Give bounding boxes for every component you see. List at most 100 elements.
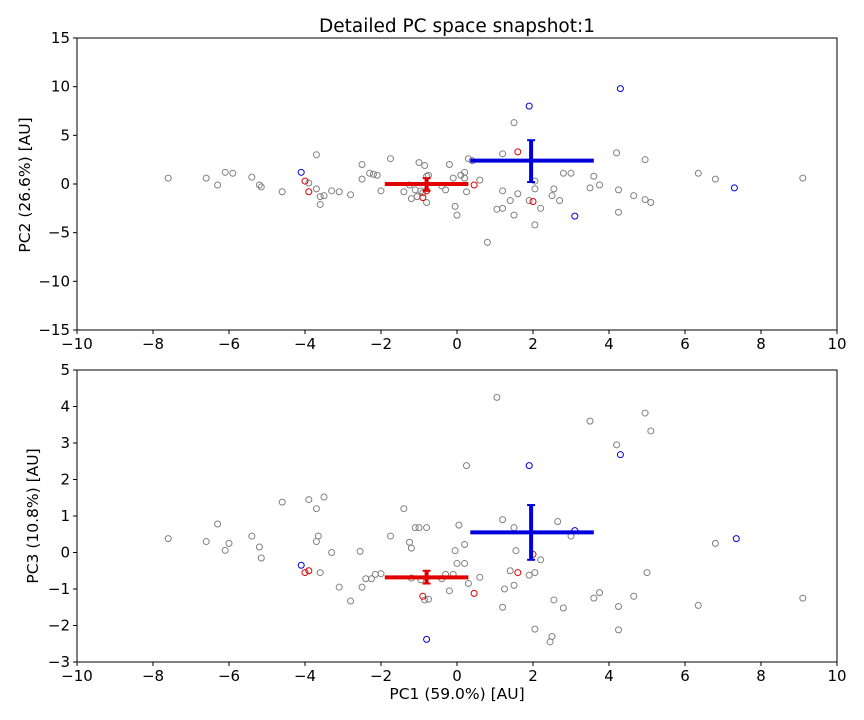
- red-point: [419, 592, 427, 600]
- grey-point: [525, 197, 533, 205]
- grey-point: [537, 556, 545, 564]
- x-tick-label: 4: [604, 335, 614, 353]
- grey-point: [453, 211, 461, 219]
- red-point: [419, 194, 427, 202]
- grey-point: [586, 184, 594, 192]
- blue-point: [616, 85, 624, 93]
- y-tick-label: −1: [48, 580, 70, 598]
- grey-point: [531, 221, 539, 229]
- grey-point: [453, 559, 461, 567]
- red-point: [305, 188, 313, 196]
- grey-point: [613, 441, 621, 449]
- grey-point: [221, 168, 229, 176]
- grey-point: [387, 532, 394, 540]
- grey-point: [425, 595, 432, 603]
- grey-point: [423, 524, 431, 532]
- grey-point: [305, 496, 313, 504]
- grey-point: [615, 626, 622, 634]
- y-tick-label: −3: [48, 653, 70, 671]
- grey-point: [567, 169, 575, 177]
- grey-point: [419, 189, 427, 197]
- blue-point: [525, 102, 533, 110]
- grey-point: [316, 200, 324, 208]
- red-point: [470, 181, 478, 189]
- x-tick-label: 2: [528, 667, 538, 685]
- grey-point: [641, 196, 649, 204]
- grey-point: [423, 198, 431, 206]
- grey-point: [445, 587, 453, 595]
- grey-point: [506, 567, 514, 575]
- x-tick-label: −8: [142, 667, 164, 685]
- grey-point: [510, 119, 518, 127]
- grey-point: [799, 174, 807, 182]
- grey-point: [464, 580, 472, 588]
- x-tick-label: 8: [756, 335, 766, 353]
- blue-point: [423, 635, 431, 643]
- grey-point: [463, 462, 470, 470]
- y-tick-label: 3: [60, 434, 70, 452]
- x-tick-label: 6: [680, 667, 690, 685]
- x-tick-label: 8: [756, 667, 766, 685]
- grey-point: [613, 149, 621, 157]
- red-point: [301, 569, 309, 577]
- top-panel-y-axis-label: PC2 (26.6%) [AU]: [16, 117, 34, 252]
- grey-point: [335, 188, 343, 196]
- x-tick-label: −10: [61, 335, 93, 353]
- grey-point: [641, 156, 649, 164]
- grey-point: [221, 546, 229, 554]
- grey-point: [356, 547, 364, 555]
- x-axis-label: PC1 (59.0%) [AU]: [389, 685, 524, 703]
- grey-point: [711, 175, 719, 183]
- grey-point: [442, 186, 450, 194]
- grey-point: [615, 603, 622, 611]
- grey-point: [278, 498, 286, 506]
- grey-point: [255, 181, 263, 189]
- chart-title: Detailed PC space snapshot:1: [319, 16, 595, 37]
- grey-point: [590, 594, 598, 602]
- grey-point: [586, 417, 594, 425]
- grey-point: [366, 169, 374, 177]
- top-panel-pc2-vs-pc1: PC2 (26.6%) [AU] −10 −8 −6 −4 −2 0 2 4 6 8 10−15−1…: [16, 29, 847, 353]
- grey-point: [347, 597, 355, 605]
- grey-point: [411, 524, 419, 532]
- bottom-panel-y-axis-label: PC3 (10.8%) [AU]: [24, 448, 42, 583]
- y-tick-label: −5: [48, 224, 70, 242]
- x-tick-label: −2: [370, 335, 392, 353]
- grey-point: [415, 159, 423, 167]
- y-tick-label: 5: [60, 126, 70, 144]
- y-tick-label: 5: [60, 361, 70, 379]
- grey-point: [615, 186, 622, 194]
- grey-point: [525, 571, 533, 579]
- grey-point: [202, 538, 210, 546]
- grey-point: [548, 192, 556, 200]
- y-tick-label: 0: [60, 175, 70, 193]
- grey-point: [514, 190, 522, 198]
- grey-point: [314, 532, 322, 540]
- grey-point: [305, 179, 313, 187]
- grey-point: [596, 589, 603, 597]
- grey-point: [451, 202, 459, 210]
- x-tick-label: 0: [452, 667, 462, 685]
- grey-point: [451, 547, 459, 555]
- grey-point: [316, 569, 324, 577]
- x-tick-label: −8: [142, 335, 164, 353]
- blue-point: [732, 535, 740, 543]
- grey-point: [647, 427, 655, 435]
- blue-point: [616, 451, 624, 459]
- grey-point: [358, 161, 366, 169]
- grey-point: [559, 604, 567, 612]
- grey-point: [556, 197, 564, 205]
- grey-point: [461, 540, 469, 548]
- grey-point: [643, 569, 651, 577]
- x-tick-label: −4: [294, 667, 316, 685]
- x-tick-label: −10: [61, 667, 93, 685]
- grey-point: [225, 539, 233, 547]
- grey-point: [630, 592, 638, 600]
- grey-point: [320, 192, 328, 200]
- grey-point: [369, 170, 377, 178]
- grey-point: [694, 601, 702, 609]
- grey-point: [421, 596, 429, 604]
- grey-point: [373, 171, 381, 179]
